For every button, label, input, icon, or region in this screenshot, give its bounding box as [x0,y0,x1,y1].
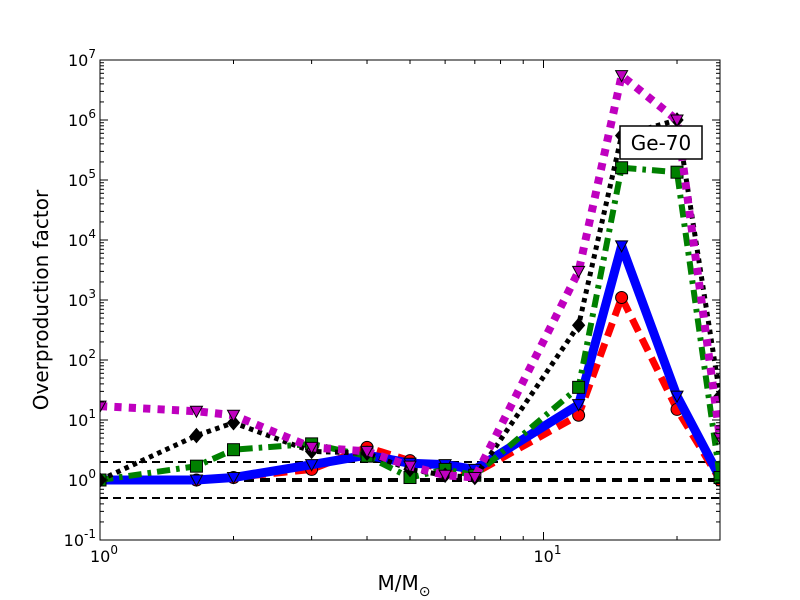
series-2-point-8 [572,380,586,394]
series-4 [100,70,720,485]
series-1-point-10 [670,390,684,404]
y-tick-label-0: 10-1 [64,527,96,550]
series-layer [100,70,720,488]
series-2-point-9 [615,161,629,175]
series-3-point-1 [189,427,204,444]
series-4-point-7 [467,472,482,485]
x-axis-label: M/M⊙ [378,571,431,600]
series-4-point-1 [189,405,204,419]
y-tick-label-7: 106 [68,107,96,130]
x-tick-label-1: 101 [534,543,562,566]
series-0-point-9 [615,291,629,305]
series-4-point-2 [226,409,241,423]
series-4-point-4 [360,445,374,459]
series-2-point-11 [713,471,720,485]
x-tick-label-0: 100 [90,543,118,566]
series-2-point-2 [227,443,241,457]
series-3-point-8 [571,317,586,333]
series-4-point-3 [304,441,319,455]
series-4-point-10 [670,114,684,128]
annotation-label: Ge-70 [631,131,691,155]
y-tick-label-2: 101 [68,407,96,430]
series-1-point-9 [614,240,629,253]
y-tick-label-8: 107 [68,47,96,70]
series-1-point-8 [571,399,586,412]
series-line-4 [100,71,720,482]
series-4-point-9 [614,70,629,83]
series-1-point-3 [304,459,319,472]
y-tick-label-1: 100 [68,467,96,490]
series-4-point-6 [438,469,452,483]
y-axis-label: Overproduction factor [29,189,53,410]
y-tick-label-5: 104 [68,227,96,250]
series-4-point-5 [403,460,417,474]
series-3-point-2 [226,414,241,431]
series-4-point-0 [100,400,107,414]
axis-ticks [99,59,720,541]
y-tick-label-6: 105 [68,167,96,190]
series-1-point-2 [226,472,241,485]
series-2-point-1 [189,459,203,473]
series-line-1 [100,241,720,485]
series-4-point-8 [571,265,586,279]
y-tick-label-4: 103 [68,287,96,310]
annotation-box: Ge-70 [619,125,703,160]
y-tick-label-3: 102 [68,347,96,370]
series-1-point-1 [189,474,204,488]
